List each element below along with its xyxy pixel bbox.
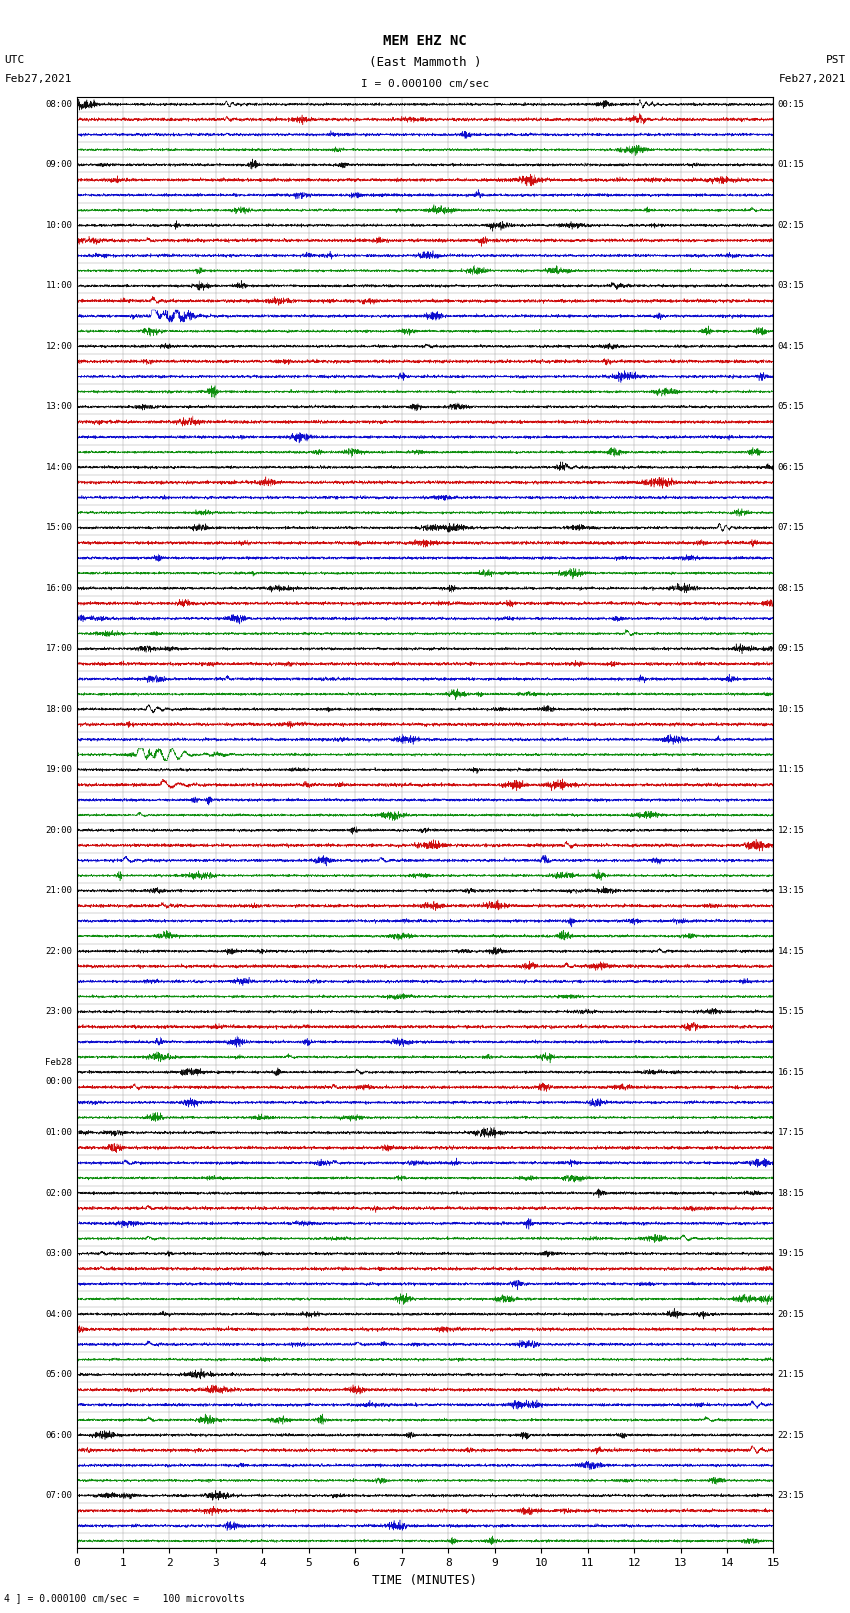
Text: 00:15: 00:15 (778, 100, 805, 108)
Text: 20:00: 20:00 (45, 826, 72, 834)
Text: 05:15: 05:15 (778, 402, 805, 411)
Text: I = 0.000100 cm/sec: I = 0.000100 cm/sec (361, 79, 489, 89)
Text: 19:00: 19:00 (45, 765, 72, 774)
Text: 03:15: 03:15 (778, 281, 805, 290)
Text: 14:15: 14:15 (778, 947, 805, 955)
Text: 18:00: 18:00 (45, 705, 72, 713)
Text: 15:00: 15:00 (45, 523, 72, 532)
Text: 4 ] = 0.000100 cm/sec =    100 microvolts: 4 ] = 0.000100 cm/sec = 100 microvolts (4, 1594, 245, 1603)
Text: 02:15: 02:15 (778, 221, 805, 229)
Text: Feb28: Feb28 (45, 1058, 72, 1068)
Text: (East Mammoth ): (East Mammoth ) (369, 56, 481, 69)
Text: 21:00: 21:00 (45, 886, 72, 895)
Text: 07:15: 07:15 (778, 523, 805, 532)
Text: 01:00: 01:00 (45, 1127, 72, 1137)
Text: 14:00: 14:00 (45, 463, 72, 471)
Text: PST: PST (825, 55, 846, 65)
Text: 10:15: 10:15 (778, 705, 805, 713)
Text: 09:00: 09:00 (45, 160, 72, 169)
X-axis label: TIME (MINUTES): TIME (MINUTES) (372, 1574, 478, 1587)
Text: 15:15: 15:15 (778, 1007, 805, 1016)
Text: 23:15: 23:15 (778, 1490, 805, 1500)
Text: 11:00: 11:00 (45, 281, 72, 290)
Text: 02:00: 02:00 (45, 1189, 72, 1197)
Text: 11:15: 11:15 (778, 765, 805, 774)
Text: 04:00: 04:00 (45, 1310, 72, 1318)
Text: 08:00: 08:00 (45, 100, 72, 108)
Text: 23:00: 23:00 (45, 1007, 72, 1016)
Text: 12:15: 12:15 (778, 826, 805, 834)
Text: 17:00: 17:00 (45, 644, 72, 653)
Text: Feb27,2021: Feb27,2021 (779, 74, 846, 84)
Text: 17:15: 17:15 (778, 1127, 805, 1137)
Text: 12:00: 12:00 (45, 342, 72, 350)
Text: 22:15: 22:15 (778, 1431, 805, 1439)
Text: 07:00: 07:00 (45, 1490, 72, 1500)
Text: 04:15: 04:15 (778, 342, 805, 350)
Text: 01:15: 01:15 (778, 160, 805, 169)
Text: 16:00: 16:00 (45, 584, 72, 592)
Text: 16:15: 16:15 (778, 1068, 805, 1076)
Text: 05:00: 05:00 (45, 1369, 72, 1379)
Text: 13:15: 13:15 (778, 886, 805, 895)
Text: 10:00: 10:00 (45, 221, 72, 229)
Text: 21:15: 21:15 (778, 1369, 805, 1379)
Text: 19:15: 19:15 (778, 1248, 805, 1258)
Text: 22:00: 22:00 (45, 947, 72, 955)
Text: 20:15: 20:15 (778, 1310, 805, 1318)
Text: 03:00: 03:00 (45, 1248, 72, 1258)
Text: Feb27,2021: Feb27,2021 (4, 74, 71, 84)
Text: 09:15: 09:15 (778, 644, 805, 653)
Text: 06:00: 06:00 (45, 1431, 72, 1439)
Text: 06:15: 06:15 (778, 463, 805, 471)
Text: 13:00: 13:00 (45, 402, 72, 411)
Text: 18:15: 18:15 (778, 1189, 805, 1197)
Text: MEM EHZ NC: MEM EHZ NC (383, 34, 467, 48)
Text: 00:00: 00:00 (45, 1077, 72, 1086)
Text: 08:15: 08:15 (778, 584, 805, 592)
Text: UTC: UTC (4, 55, 25, 65)
